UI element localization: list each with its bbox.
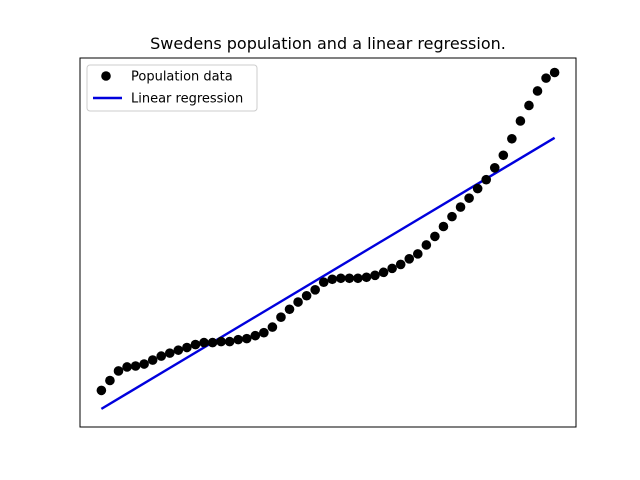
data-point bbox=[489, 163, 500, 173]
data-point bbox=[336, 273, 346, 284]
data-point bbox=[447, 211, 457, 222]
data-point bbox=[267, 322, 278, 332]
data-point bbox=[96, 385, 107, 396]
legend-box bbox=[86, 64, 258, 112]
legend-label-population-data: Population data bbox=[131, 70, 233, 85]
data-point bbox=[430, 231, 440, 242]
data-point bbox=[472, 183, 483, 194]
legend-marker-population-data bbox=[101, 71, 111, 81]
data-point bbox=[455, 202, 466, 212]
data-point bbox=[524, 100, 534, 111]
data-point bbox=[318, 277, 329, 288]
data-point bbox=[199, 337, 209, 348]
data-point bbox=[361, 272, 372, 283]
data-point bbox=[387, 263, 397, 274]
data-point bbox=[130, 361, 141, 371]
data-point bbox=[293, 297, 303, 307]
legend-label-linear-regression: Linear regression bbox=[131, 92, 243, 107]
data-point bbox=[250, 330, 261, 341]
data-point bbox=[233, 334, 244, 345]
data-point bbox=[327, 274, 338, 285]
data-point bbox=[481, 174, 492, 185]
data-point bbox=[301, 290, 312, 301]
data-point bbox=[182, 342, 192, 353]
data-point bbox=[156, 351, 167, 361]
regression-line bbox=[100, 136, 556, 410]
data-point bbox=[507, 133, 517, 144]
data-point bbox=[541, 73, 551, 83]
data-point bbox=[515, 116, 526, 126]
data-point bbox=[207, 337, 218, 348]
data-point bbox=[259, 327, 269, 338]
data-point bbox=[549, 67, 560, 78]
data-point bbox=[344, 273, 355, 284]
data-point bbox=[438, 221, 449, 232]
data-point bbox=[173, 345, 184, 355]
data-point bbox=[310, 285, 320, 295]
axes-frame bbox=[79, 57, 577, 428]
data-point bbox=[498, 150, 509, 161]
legend: Population data Linear regression bbox=[86, 64, 258, 112]
data-point bbox=[122, 362, 132, 372]
data-point bbox=[532, 86, 543, 96]
data-point bbox=[164, 348, 175, 358]
data-point bbox=[276, 312, 286, 322]
data-point bbox=[241, 333, 252, 344]
data-point bbox=[284, 304, 295, 315]
data-point bbox=[190, 339, 201, 350]
data-point bbox=[421, 240, 432, 250]
data-point bbox=[353, 273, 363, 284]
data-point bbox=[404, 254, 415, 264]
plot-area bbox=[96, 67, 560, 410]
data-point bbox=[147, 355, 158, 365]
data-point bbox=[105, 375, 115, 386]
data-point bbox=[464, 193, 474, 203]
data-point bbox=[224, 336, 235, 347]
chart-title: Swedens population and a linear regressi… bbox=[150, 34, 506, 53]
data-point bbox=[370, 270, 380, 281]
data-point bbox=[216, 336, 226, 347]
data-point bbox=[412, 249, 423, 259]
data-point bbox=[378, 267, 389, 278]
data-point bbox=[139, 359, 149, 369]
data-point bbox=[395, 259, 406, 270]
data-point bbox=[113, 366, 124, 376]
